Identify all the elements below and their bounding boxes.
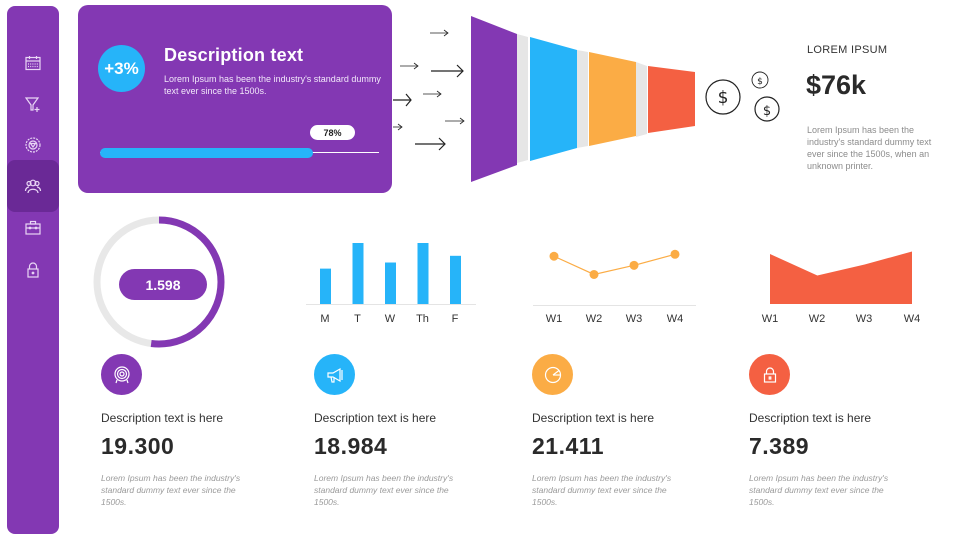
users-icon	[24, 179, 42, 194]
svg-text:$: $	[757, 77, 763, 87]
kpi-label: LOREM IPSUM	[807, 44, 888, 56]
funnel-stage-2	[530, 37, 577, 161]
stat-description: Lorem Ipsum has been the industry's stan…	[532, 473, 672, 507]
bar-chart: M T W Th F	[306, 240, 476, 330]
area-chart: W1 W2 W3 W4	[752, 240, 932, 330]
stat-title: Description text is here	[314, 411, 437, 425]
funnel-stage-3	[589, 52, 636, 146]
sidebar-item-settings[interactable]	[7, 119, 59, 171]
line-chart: W1 W2 W3 W4	[530, 240, 700, 330]
stat-icon-circle	[314, 354, 355, 395]
data-point	[589, 269, 599, 279]
filter-plus-icon	[24, 97, 40, 112]
hero-title: Description text	[164, 45, 304, 65]
bar	[352, 243, 364, 304]
stat-title: Description text is here	[101, 411, 224, 425]
axis-label: W3	[855, 313, 873, 325]
stat-icon-circle	[532, 354, 573, 395]
axis-label: W1	[761, 313, 779, 325]
progress-bar	[100, 148, 314, 158]
bar	[417, 243, 429, 304]
axis-label: W2	[585, 313, 603, 325]
briefcase-icon	[25, 220, 41, 235]
axis-label: W2	[808, 313, 826, 325]
stat-value: 18.984	[314, 433, 388, 459]
area-fill	[770, 251, 912, 304]
axis-label: T	[354, 313, 361, 325]
donut-chart	[93, 216, 225, 348]
stat-value: 7.389	[749, 433, 810, 459]
kpi-description: Lorem Ipsum has been the industry's stan…	[807, 125, 932, 171]
axis-label: W	[384, 313, 396, 325]
axis-label: Th	[416, 313, 429, 325]
target-icon	[113, 365, 130, 383]
sidebar	[7, 6, 59, 534]
growth-badge: +3%	[98, 45, 145, 92]
axis-label: W4	[903, 313, 921, 325]
pie-chart-icon	[544, 366, 561, 383]
bar	[450, 255, 461, 304]
hero-description: Lorem Ipsum has been the industry's stan…	[164, 74, 381, 96]
hero-card: +3% Description text Lorem Ipsum has bee…	[78, 5, 392, 193]
stat-card: Description text is here 19.300 Lorem Ip…	[101, 354, 301, 514]
dollar-coins-icon: $ $ $	[705, 71, 780, 122]
megaphone-icon	[326, 367, 343, 383]
stat-card: Description text is here 21.411 Lorem Ip…	[532, 354, 732, 514]
arrows-icon	[393, 29, 465, 151]
axis-label: W3	[625, 313, 643, 325]
data-point	[549, 251, 559, 261]
svg-text:$: $	[763, 104, 771, 119]
bar	[320, 268, 331, 304]
stat-description: Lorem Ipsum has been the industry's stan…	[749, 473, 889, 507]
sidebar-item-portfolio[interactable]	[7, 202, 59, 254]
axis-label: M	[320, 313, 330, 325]
stat-card: Description text is here 18.984 Lorem Ip…	[314, 354, 514, 514]
sales-funnel	[471, 16, 695, 182]
stat-description: Lorem Ipsum has been the industry's stan…	[314, 473, 454, 507]
lock-icon	[27, 262, 39, 278]
funnel-stage-4	[648, 66, 695, 133]
stat-icon-circle	[749, 354, 790, 395]
axis-label: W4	[666, 313, 684, 325]
funnel-stage-1	[471, 16, 517, 182]
stat-card: Description text is here 7.389 Lorem Ips…	[749, 354, 949, 514]
lock-icon	[763, 366, 776, 383]
data-point	[670, 249, 680, 259]
sidebar-item-filter-add[interactable]	[7, 78, 59, 130]
sidebar-item-security[interactable]	[7, 244, 59, 296]
gear-icon	[25, 137, 41, 153]
sidebar-item-users[interactable]	[7, 160, 59, 212]
stat-title: Description text is here	[749, 411, 872, 425]
calendar-icon	[25, 56, 41, 71]
kpi-value: $76k	[806, 70, 867, 100]
data-point	[629, 260, 639, 270]
bar	[385, 262, 396, 304]
svg-text:$: $	[718, 88, 729, 108]
stat-value: 21.411	[532, 433, 605, 459]
stat-title: Description text is here	[532, 411, 655, 425]
stat-description: Lorem Ipsum has been the industry's stan…	[101, 473, 241, 507]
axis-label: W1	[545, 313, 563, 325]
donut-value: 1.598	[119, 269, 207, 300]
progress-label: 78%	[310, 125, 355, 140]
stat-value: 19.300	[101, 433, 175, 459]
axis-label: F	[451, 313, 459, 325]
sidebar-item-calendar[interactable]	[7, 37, 59, 89]
stat-icon-circle	[101, 354, 142, 395]
